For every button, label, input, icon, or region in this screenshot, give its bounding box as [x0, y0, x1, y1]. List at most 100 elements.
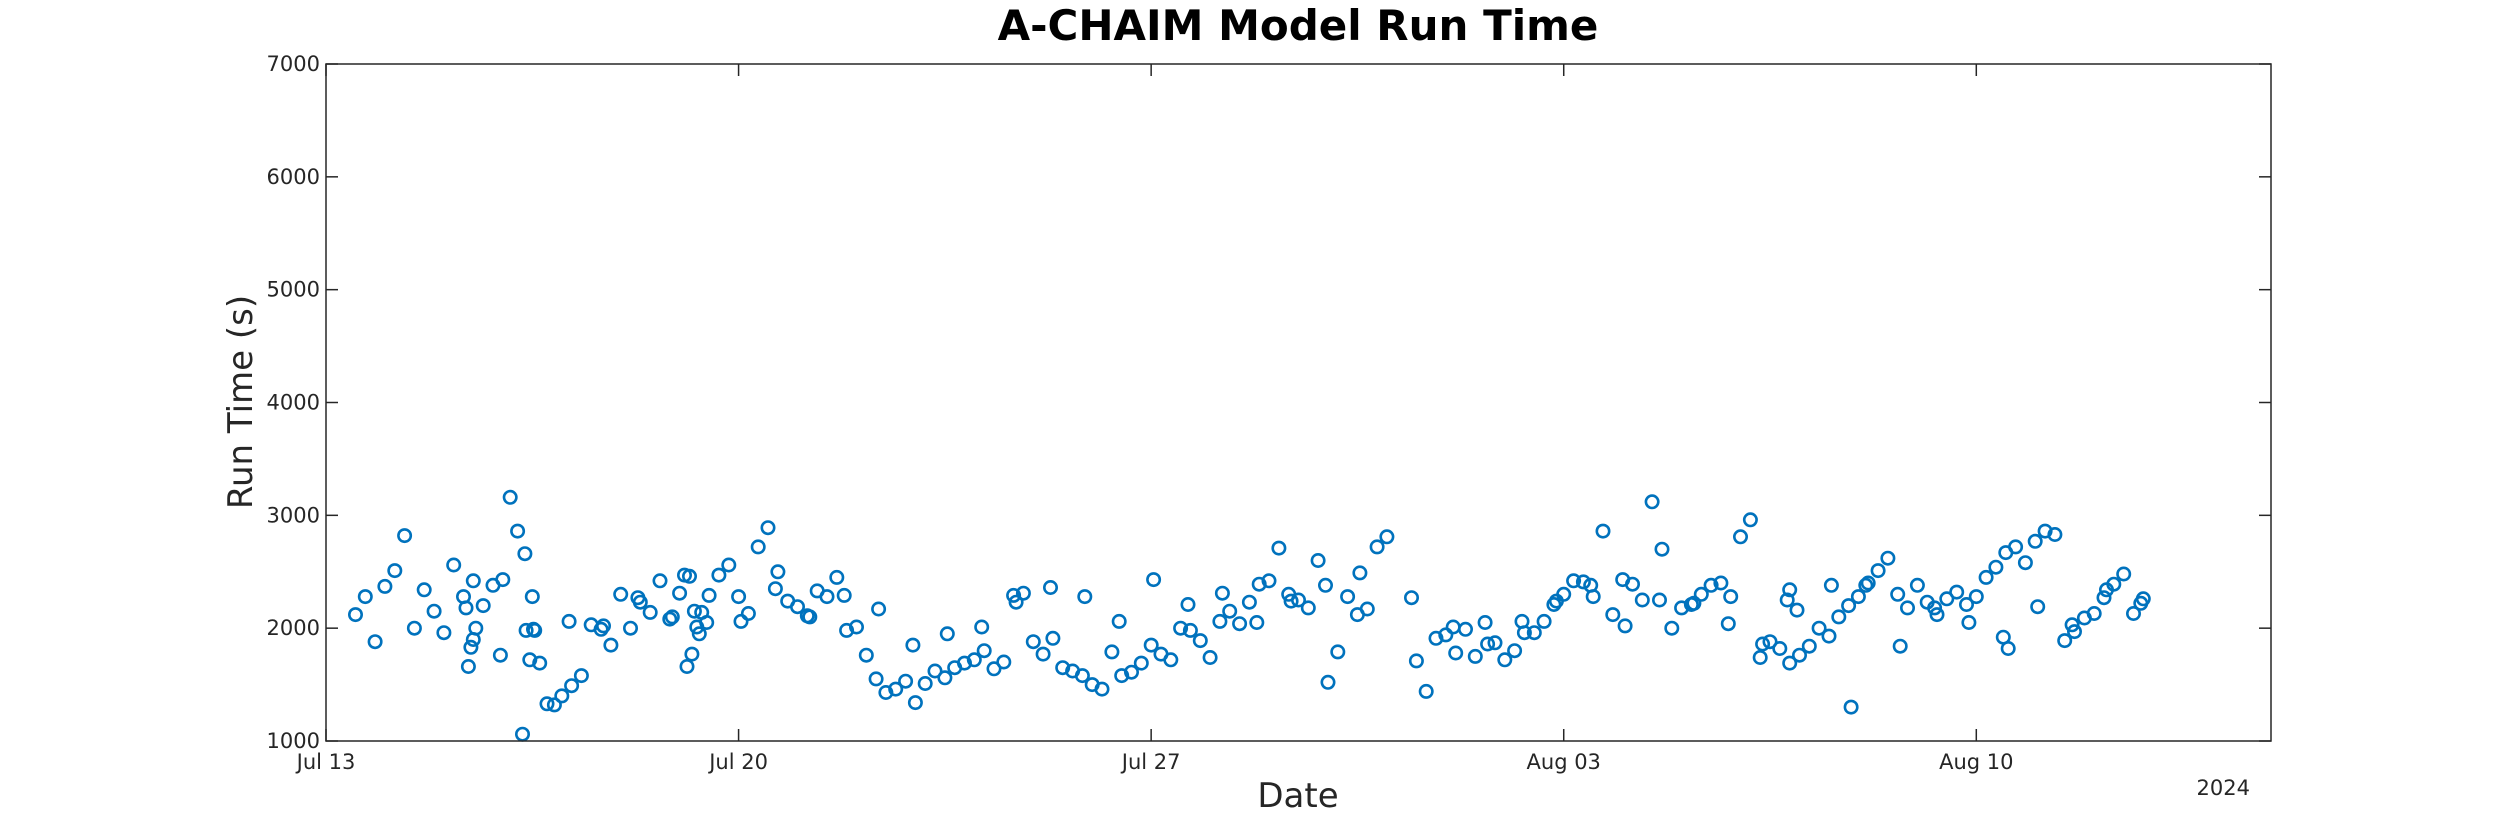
data-point — [2086, 605, 2102, 621]
data-point — [525, 621, 541, 637]
data-point — [691, 626, 707, 642]
data-point — [1644, 494, 1660, 510]
data-point — [1202, 649, 1218, 665]
data-point — [1779, 592, 1795, 608]
data-point — [976, 643, 992, 659]
data-point — [603, 637, 619, 653]
data-point — [1379, 529, 1395, 545]
data-point — [956, 655, 972, 671]
data-point — [1507, 643, 1523, 659]
y-tick-label: 3000 — [267, 503, 320, 527]
data-point — [642, 604, 658, 620]
y-tick-label: 2000 — [267, 616, 320, 640]
data-point — [518, 622, 534, 638]
data-point — [1892, 638, 1908, 654]
y-axis: 1000 2000 3000 4000 5000 6000 7000 — [267, 52, 2271, 753]
x-tick-label: Jul 27 — [1120, 750, 1181, 774]
data-point — [986, 661, 1002, 677]
data-point — [1755, 636, 1771, 652]
data-point — [1654, 541, 1670, 557]
data-point — [458, 600, 474, 616]
data-point — [463, 639, 479, 655]
data-point — [733, 613, 749, 629]
data-point — [1652, 592, 1668, 608]
data-point — [1595, 523, 1611, 539]
data-point — [1318, 577, 1334, 593]
x-axis: Jul 13 Jul 20 Jul 27 Aug 03 Aug 10 — [295, 64, 2014, 774]
data-point — [468, 620, 484, 636]
data-point — [1261, 573, 1277, 589]
data-point — [1467, 648, 1483, 664]
data-point — [377, 578, 393, 594]
data-point — [1310, 552, 1326, 568]
data-point — [1693, 586, 1709, 602]
data-point — [1497, 652, 1513, 668]
data-point — [1988, 559, 2004, 575]
data-point — [1418, 683, 1434, 699]
data-point — [561, 613, 577, 629]
data-point — [2064, 617, 2080, 633]
data-point — [1182, 622, 1198, 638]
data-point — [1404, 590, 1420, 606]
x-axis-label: Date — [1257, 776, 1338, 816]
data-point — [1035, 646, 1051, 662]
data-point — [1900, 600, 1916, 616]
data-point — [2126, 605, 2142, 621]
data-point — [546, 697, 562, 713]
data-point — [1831, 609, 1847, 625]
data-point — [1870, 563, 1886, 579]
data-point — [630, 590, 646, 606]
data-point — [868, 671, 884, 687]
data-point — [836, 587, 852, 603]
data-point — [1006, 587, 1022, 603]
data-point — [721, 557, 737, 573]
data-point — [1927, 600, 1943, 616]
data-point — [446, 557, 462, 573]
data-point — [1860, 575, 1876, 591]
data-point — [1939, 591, 1955, 607]
data-point — [1146, 572, 1162, 588]
data-point — [1703, 577, 1719, 593]
data-point — [996, 654, 1012, 670]
data-point — [1890, 586, 1906, 602]
data-point — [1841, 598, 1857, 614]
y-tick-label: 6000 — [267, 165, 320, 189]
data-point — [907, 695, 923, 711]
data-point — [1843, 699, 1859, 715]
data-point — [1880, 550, 1896, 566]
data-point — [848, 619, 864, 635]
data-point — [819, 589, 835, 605]
x-axis-year-label: 2024 — [2197, 776, 2250, 800]
data-point — [524, 589, 540, 605]
data-point — [1664, 620, 1680, 636]
data-point — [1733, 529, 1749, 545]
data-point — [1477, 614, 1493, 630]
data-point — [1104, 644, 1120, 660]
chart-title: A-CHAIM Model Run Time — [998, 1, 1599, 50]
data-point — [1249, 614, 1265, 630]
data-point — [1283, 593, 1299, 609]
data-point — [387, 563, 403, 579]
data-point — [858, 647, 874, 663]
data-point — [871, 601, 887, 617]
data-point — [2133, 595, 2149, 611]
data-point — [1445, 619, 1461, 635]
data-point — [517, 546, 533, 562]
data-point — [2047, 526, 2063, 542]
data-point — [357, 589, 373, 605]
data-point — [465, 573, 481, 589]
data-point — [1634, 592, 1650, 608]
data-point — [1232, 616, 1248, 632]
data-point — [802, 609, 818, 625]
data-point — [1548, 593, 1564, 609]
data-point — [1823, 577, 1839, 593]
data-point — [1625, 576, 1641, 592]
data-points — [347, 489, 2151, 742]
data-point — [937, 670, 953, 686]
data-point — [917, 675, 933, 691]
data-point — [554, 688, 570, 704]
data-point — [1968, 589, 1984, 605]
data-point — [1605, 607, 1621, 623]
data-point — [1015, 585, 1031, 601]
